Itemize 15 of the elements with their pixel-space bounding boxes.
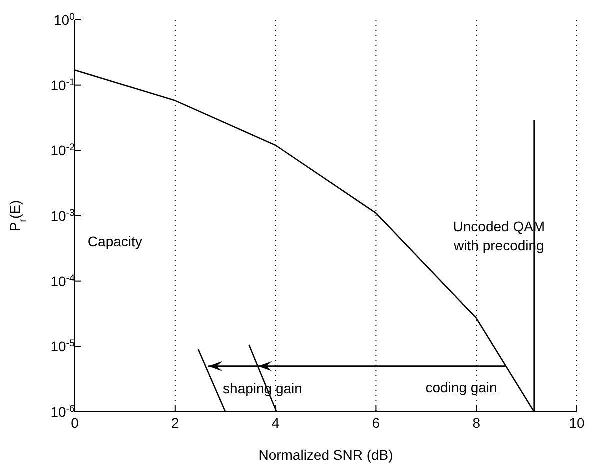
x-tick-label: 0 (71, 415, 80, 431)
annotation: Capacity (88, 233, 142, 250)
x-tick-label: 4 (272, 415, 280, 431)
y-tick-label: 10$^{-1}$ (50, 76, 75, 94)
x-tick-label: 8 (472, 415, 481, 431)
x-axis-title: Normalized SNR (dB) (258, 447, 394, 463)
y-tick-label: 10$^{-5}$ (50, 338, 76, 355)
x-tick-label: 6 (372, 415, 380, 431)
x-tick-label: 2 (172, 415, 180, 431)
y-tick-label: 10$^{-3}$ (50, 208, 76, 224)
y-tick-label: 10$^{-4}$ (50, 272, 76, 290)
x-tick-label: 10 (569, 415, 585, 431)
y-tick-label: 10$^{0}$ (54, 12, 76, 28)
y-tick-label: 10$^{-2}$ (50, 142, 75, 159)
annotation: coding gain (426, 379, 498, 396)
